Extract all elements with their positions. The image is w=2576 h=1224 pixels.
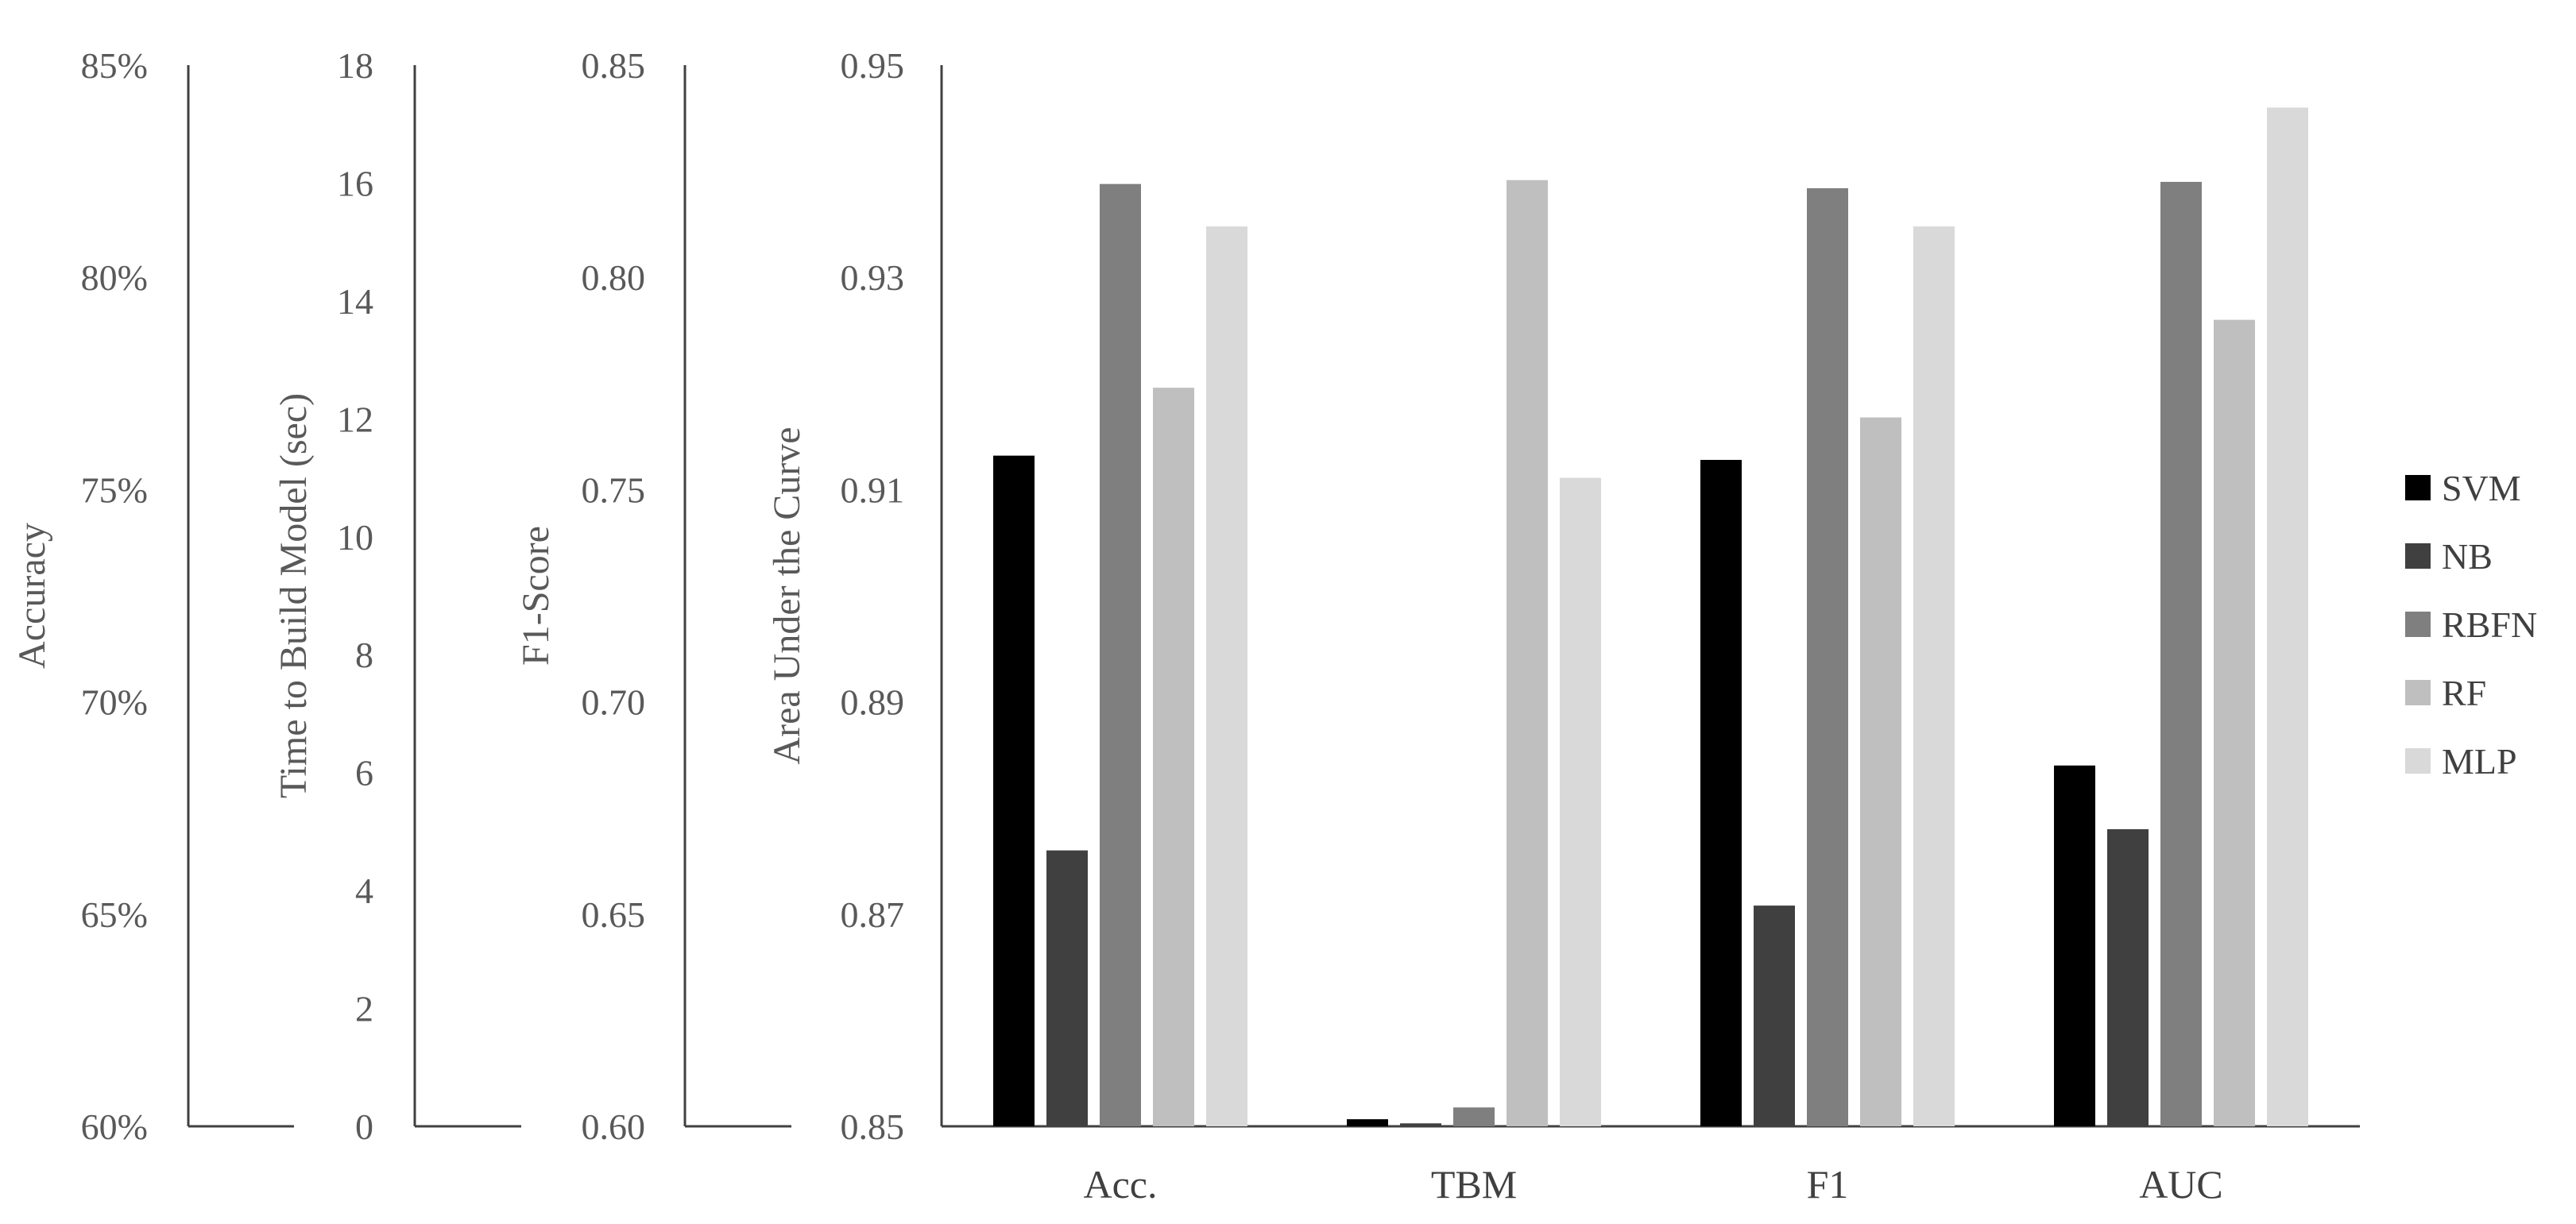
tick-label-area-under-the-curve: 0.93 xyxy=(841,257,905,298)
bar-f1-rf xyxy=(1860,417,1901,1126)
tick-label-time-to-build-model-sec: 10 xyxy=(337,517,373,558)
legend-label-nb: NB xyxy=(2442,536,2493,577)
legend-swatch-svm xyxy=(2405,475,2431,500)
tick-label-accuracy: 70% xyxy=(81,682,148,723)
tick-label-area-under-the-curve: 0.89 xyxy=(841,682,905,723)
bar-acc-svm xyxy=(993,455,1035,1126)
tick-label-f1-score: 0.75 xyxy=(582,469,646,510)
bar-auc-rf xyxy=(2214,319,2255,1126)
tick-label-accuracy: 60% xyxy=(81,1106,148,1147)
legend-swatch-mlp xyxy=(2405,748,2431,774)
tick-label-area-under-the-curve: 0.85 xyxy=(841,1106,905,1147)
tick-label-accuracy: 75% xyxy=(81,469,148,510)
tick-label-f1-score: 0.80 xyxy=(582,257,646,298)
tick-label-area-under-the-curve: 0.87 xyxy=(841,894,905,935)
tick-label-area-under-the-curve: 0.91 xyxy=(841,469,905,510)
tick-label-time-to-build-model-sec: 6 xyxy=(355,753,373,793)
tick-label-time-to-build-model-sec: 4 xyxy=(355,871,373,911)
bar-f1-rbfn xyxy=(1807,187,1848,1127)
bar-acc-mlp xyxy=(1206,226,1247,1126)
tick-label-accuracy: 85% xyxy=(81,45,148,86)
bars-layer xyxy=(993,107,2308,1127)
tick-label-time-to-build-model-sec: 12 xyxy=(337,399,373,439)
axes-layer: 60% 65% 70% 75% 80% 85% Accuracy 0 2 4 6 8 10 12 14 16 1… xyxy=(11,45,2360,1147)
category-label-tbm: TBM xyxy=(1431,1162,1517,1207)
tick-label-time-to-build-model-sec: 16 xyxy=(337,163,373,203)
bar-auc-svm xyxy=(2054,765,2095,1126)
tick-label-f1-score: 0.60 xyxy=(582,1106,646,1147)
category-label-acc: Acc. xyxy=(1084,1162,1158,1207)
tick-label-time-to-build-model-sec: 8 xyxy=(355,635,373,675)
bar-tbm-nb xyxy=(1400,1123,1441,1126)
bar-tbm-mlp xyxy=(1560,477,1601,1126)
axis-title-time-to-build-model-sec: Time to Build Model (sec) xyxy=(273,393,315,798)
bar-auc-nb xyxy=(2107,828,2149,1126)
tick-label-time-to-build-model-sec: 2 xyxy=(355,989,373,1029)
bar-auc-rbfn xyxy=(2160,181,2202,1127)
axis-title-accuracy: Accuracy xyxy=(11,523,53,669)
tick-label-f1-score: 0.70 xyxy=(582,682,646,723)
category-label-f1: F1 xyxy=(1807,1162,1849,1207)
tick-label-f1-score: 0.65 xyxy=(582,894,646,935)
axis-title-area-under-the-curve: Area Under the Curve xyxy=(766,427,808,764)
tick-label-f1-score: 0.85 xyxy=(582,45,646,86)
bar-f1-nb xyxy=(1754,905,1795,1126)
tick-label-accuracy: 80% xyxy=(81,257,148,298)
legend-label-rbfn: RBFN xyxy=(2442,604,2537,645)
bar-acc-rbfn xyxy=(1100,183,1141,1127)
bar-f1-svm xyxy=(1700,459,1742,1126)
bar-tbm-rf xyxy=(1507,180,1548,1126)
category-labels: Acc. TBM F1 AUC xyxy=(1084,1162,2223,1207)
bar-f1-mlp xyxy=(1913,226,1955,1126)
legend-label-svm: SVM xyxy=(2442,468,2521,508)
legend-label-rf: RF xyxy=(2442,673,2486,713)
legend-swatch-rf xyxy=(2405,680,2431,705)
bar-tbm-rbfn xyxy=(1453,1107,1495,1126)
legend-swatch-rbfn xyxy=(2405,612,2431,637)
axis-title-f1-score: F1-Score xyxy=(515,526,557,666)
bar-tbm-svm xyxy=(1347,1119,1388,1126)
legend-swatch-nb xyxy=(2405,543,2431,569)
category-label-auc: AUC xyxy=(2139,1162,2223,1207)
legend-label-mlp: MLP xyxy=(2442,741,2517,782)
bar-acc-rf xyxy=(1153,388,1194,1126)
tick-label-time-to-build-model-sec: 0 xyxy=(355,1106,373,1147)
bar-auc-mlp xyxy=(2267,107,2308,1127)
tick-label-time-to-build-model-sec: 14 xyxy=(337,281,373,322)
tick-label-accuracy: 65% xyxy=(81,894,148,935)
tick-label-time-to-build-model-sec: 18 xyxy=(337,45,373,86)
bar-acc-nb xyxy=(1046,850,1088,1126)
tick-label-area-under-the-curve: 0.95 xyxy=(841,45,905,86)
legend: SVM NB RBFN RF MLP xyxy=(2405,468,2537,782)
